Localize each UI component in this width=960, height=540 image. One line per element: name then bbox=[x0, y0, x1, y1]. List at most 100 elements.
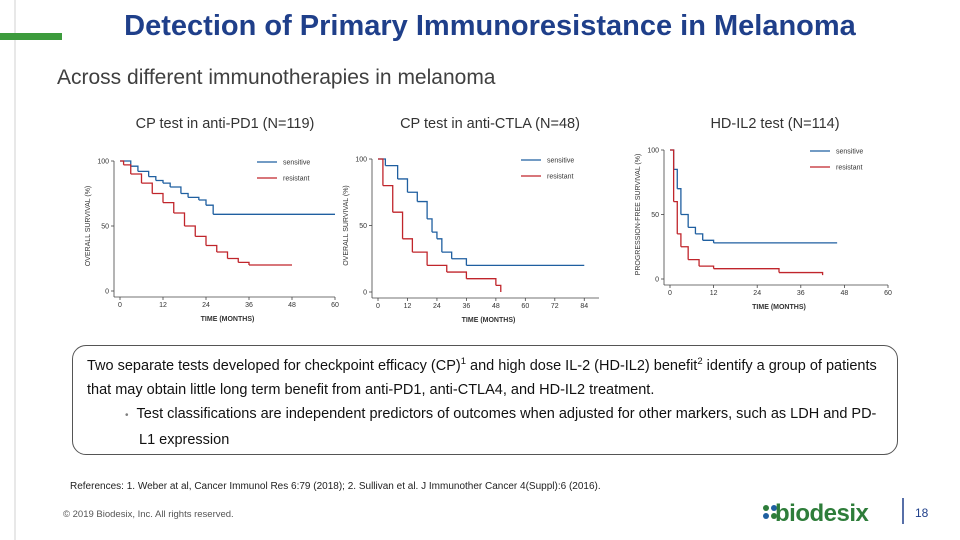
survival-step bbox=[378, 158, 384, 186]
survival-step bbox=[163, 182, 171, 187]
survival-step bbox=[441, 251, 453, 259]
chart-caption: CP test in anti-CTLA (N=48) bbox=[400, 116, 580, 132]
x-tick-label: 36 bbox=[245, 302, 253, 309]
x-axis-label: TIME (MONTHS) bbox=[462, 317, 516, 324]
survival-step bbox=[130, 173, 143, 184]
survival-step bbox=[155, 179, 164, 184]
survival-step bbox=[446, 271, 468, 279]
survival-step bbox=[699, 265, 715, 269]
y-tick-label: 50 bbox=[101, 224, 109, 231]
y-tick-label: 100 bbox=[647, 148, 659, 155]
survival-step bbox=[417, 200, 428, 219]
survival-step bbox=[137, 170, 150, 177]
survival-step bbox=[436, 238, 443, 253]
survival-step bbox=[695, 233, 704, 241]
x-tick-label: 12 bbox=[159, 302, 167, 309]
survival-step bbox=[130, 165, 139, 172]
legend-label: resistant bbox=[283, 176, 310, 183]
logo-icon bbox=[763, 505, 777, 519]
survival-step bbox=[173, 212, 186, 226]
survival-step bbox=[677, 233, 682, 247]
survival-step bbox=[206, 204, 214, 215]
survival-step bbox=[216, 251, 229, 259]
survival-step bbox=[407, 191, 418, 202]
logo-text: biodesix bbox=[775, 500, 869, 527]
accent-bar bbox=[0, 33, 62, 40]
survival-step bbox=[170, 186, 182, 194]
survival-step bbox=[152, 192, 164, 203]
survival-step bbox=[378, 158, 387, 166]
x-tick-label: 84 bbox=[580, 303, 588, 310]
slide-subtitle: Across different immunotherapies in mela… bbox=[57, 66, 496, 89]
callout-box: Two separate tests developed for checkpo… bbox=[72, 345, 898, 455]
survival-step bbox=[392, 211, 404, 239]
km-chart: 0 12 24 36 48 60 0 50 100 TIME (MONTHS) OVERALL SU… bbox=[85, 159, 339, 324]
survival-step bbox=[198, 199, 207, 206]
legend-label: sensitive bbox=[283, 160, 310, 167]
x-tick-label: 60 bbox=[884, 290, 892, 297]
survival-step bbox=[163, 201, 175, 213]
y-tick-label: 0 bbox=[655, 277, 659, 284]
survival-step bbox=[402, 238, 414, 253]
survival-step bbox=[123, 164, 132, 174]
y-tick-label: 0 bbox=[105, 289, 109, 296]
km-chart: 0 12 24 36 48 60 72 84 0 50 100 TIME (MONTHS) OVERAL… bbox=[343, 157, 599, 324]
references: References: 1. Weber at al, Cancer Immun… bbox=[70, 481, 601, 492]
text: and high dose IL-2 (HD-IL2) benefit bbox=[466, 358, 698, 374]
legend-label: sensitive bbox=[836, 149, 863, 156]
survival-step bbox=[680, 213, 689, 228]
km-chart: 0 12 24 36 48 60 0 50 100 TIME (MONTHS) PROGRESSIO… bbox=[635, 148, 892, 312]
y-tick-label: 0 bbox=[363, 290, 367, 297]
x-tick-label: 60 bbox=[331, 302, 339, 309]
survival-step bbox=[184, 225, 196, 237]
text: Two separate tests developed for checkpo… bbox=[87, 358, 461, 374]
y-axis-label: OVERALL SURVIVAL (%) bbox=[343, 185, 350, 266]
survival-step bbox=[188, 196, 200, 200]
x-tick-label: 12 bbox=[404, 303, 412, 310]
survival-step bbox=[779, 271, 824, 276]
x-tick-label: 36 bbox=[797, 290, 805, 297]
survival-step bbox=[688, 258, 700, 267]
x-tick-label: 0 bbox=[376, 303, 380, 310]
x-tick-label: 60 bbox=[521, 303, 529, 310]
x-tick-label: 72 bbox=[551, 303, 559, 310]
x-tick-label: 0 bbox=[668, 290, 672, 297]
y-axis-label: PROGRESSION-FREE SURVIVAL (%) bbox=[635, 154, 642, 276]
survival-step bbox=[382, 184, 394, 213]
slide-title: Detection of Primary Immunoresistance in… bbox=[124, 10, 856, 42]
survival-step bbox=[206, 244, 218, 252]
survival-step bbox=[432, 231, 438, 239]
x-tick-label: 24 bbox=[753, 290, 761, 297]
y-tick-label: 50 bbox=[651, 212, 659, 219]
survival-step bbox=[227, 257, 239, 263]
copyright: © 2019 Biodesix, Inc. All rights reserve… bbox=[63, 509, 234, 520]
chart-caption: HD-IL2 test (N=114) bbox=[710, 116, 840, 132]
survival-step bbox=[466, 278, 497, 286]
survival-step bbox=[688, 226, 697, 234]
survival-step bbox=[180, 192, 189, 198]
survival-step bbox=[238, 261, 250, 265]
x-tick-label: 24 bbox=[202, 302, 210, 309]
x-tick-label: 24 bbox=[433, 303, 441, 310]
survival-step bbox=[148, 175, 157, 181]
survival-step bbox=[427, 218, 433, 233]
survival-step bbox=[495, 284, 502, 292]
bullet: Test classifications are independent pre… bbox=[87, 402, 887, 452]
text: identify a group of patients that may ob… bbox=[87, 358, 877, 398]
legend-label: sensitive bbox=[547, 158, 574, 165]
callout-text: Two separate tests developed for checkpo… bbox=[87, 354, 887, 402]
survival-step bbox=[680, 246, 689, 260]
survival-step bbox=[397, 178, 409, 193]
y-tick-label: 50 bbox=[359, 223, 367, 230]
x-axis-label: TIME (MONTHS) bbox=[201, 316, 255, 323]
survival-step bbox=[702, 239, 715, 243]
survival-step bbox=[451, 258, 468, 266]
legend-label: resistant bbox=[547, 174, 574, 181]
survival-step bbox=[670, 149, 675, 202]
legend-label: resistant bbox=[836, 165, 863, 172]
survival-step bbox=[673, 200, 678, 234]
survival-step bbox=[120, 160, 125, 165]
y-tick-label: 100 bbox=[97, 159, 109, 166]
